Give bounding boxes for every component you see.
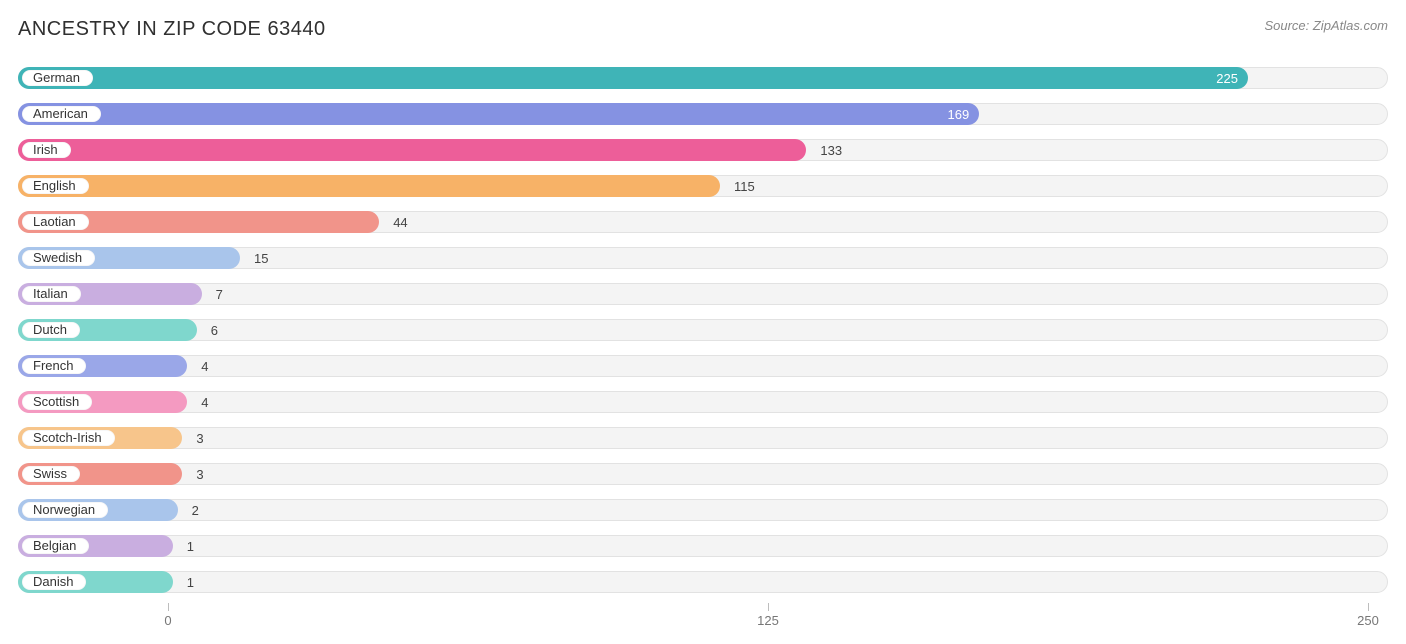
bar-value: 1 [177, 535, 204, 557]
bar-fill [18, 67, 1248, 89]
bar-row: Laotian 44 [18, 207, 1388, 237]
bar-label: Irish [22, 142, 71, 158]
bar-label: Scottish [22, 394, 92, 410]
bar-value: 15 [244, 247, 278, 269]
chart-source: Source: ZipAtlas.com [1264, 18, 1388, 33]
bar-value: 3 [186, 427, 213, 449]
bar-value: 2 [182, 499, 209, 521]
chart-header: ANCESTRY IN ZIP CODE 63440 Source: ZipAt… [18, 18, 1388, 41]
bar-fill [18, 103, 979, 125]
bar-row: Belgian 1 [18, 531, 1388, 561]
bar-label: Swedish [22, 250, 95, 266]
bar-value: 169 [929, 103, 979, 125]
bar-row: Irish 133 [18, 135, 1388, 165]
bar-row: Danish 1 [18, 567, 1388, 597]
bar-row: Italian 7 [18, 279, 1388, 309]
bar-value: 7 [206, 283, 233, 305]
bar-track [18, 391, 1388, 413]
bar-label: Dutch [22, 322, 80, 338]
chart-title: ANCESTRY IN ZIP CODE 63440 [18, 18, 326, 41]
bar-row: French 4 [18, 351, 1388, 381]
axis-label: 0 [164, 613, 171, 628]
bar-value: 115 [724, 175, 765, 197]
bar-row: Scottish 4 [18, 387, 1388, 417]
bar-value: 4 [191, 391, 218, 413]
bar-value: 4 [191, 355, 218, 377]
bar-row: Norwegian 2 [18, 495, 1388, 525]
bar-value: 3 [186, 463, 213, 485]
bar-label: Danish [22, 574, 86, 590]
axis-tick [768, 603, 769, 611]
bar-track [18, 463, 1388, 485]
axis-tick [1368, 603, 1369, 611]
bar-label: American [22, 106, 101, 122]
bar-label: Scotch-Irish [22, 430, 115, 446]
bar-label: Norwegian [22, 502, 108, 518]
bar-value: 44 [383, 211, 417, 233]
bar-label: Laotian [22, 214, 89, 230]
bar-row: Swiss 3 [18, 459, 1388, 489]
bar-label: English [22, 178, 89, 194]
bar-value: 133 [810, 139, 852, 161]
bar-track [18, 355, 1388, 377]
bar-row: Swedish 15 [18, 243, 1388, 273]
bar-row: Scotch-Irish 3 [18, 423, 1388, 453]
bar-label: German [22, 70, 93, 86]
bar-row: American 169 [18, 99, 1388, 129]
axis-tick [168, 603, 169, 611]
bars-area: German225American169Irish133English115La… [18, 63, 1388, 597]
bar-label: Belgian [22, 538, 89, 554]
bar-label: French [22, 358, 86, 374]
axis-label: 125 [757, 613, 779, 628]
bar-fill [18, 139, 806, 161]
bar-track [18, 571, 1388, 593]
ancestry-bar-chart: ANCESTRY IN ZIP CODE 63440 Source: ZipAt… [0, 0, 1406, 644]
bar-label: Swiss [22, 466, 80, 482]
axis-label: 250 [1357, 613, 1379, 628]
bar-row: English 115 [18, 171, 1388, 201]
bar-track [18, 427, 1388, 449]
bar-row: German 225 [18, 63, 1388, 93]
bar-label: Italian [22, 286, 81, 302]
bar-value: 6 [201, 319, 228, 341]
bar-track [18, 499, 1388, 521]
bar-row: Dutch 6 [18, 315, 1388, 345]
bar-fill [18, 175, 720, 197]
x-axis: 0 125 250 [18, 603, 1388, 631]
bar-track [18, 535, 1388, 557]
bar-value: 225 [1198, 67, 1248, 89]
bar-value: 1 [177, 571, 204, 593]
